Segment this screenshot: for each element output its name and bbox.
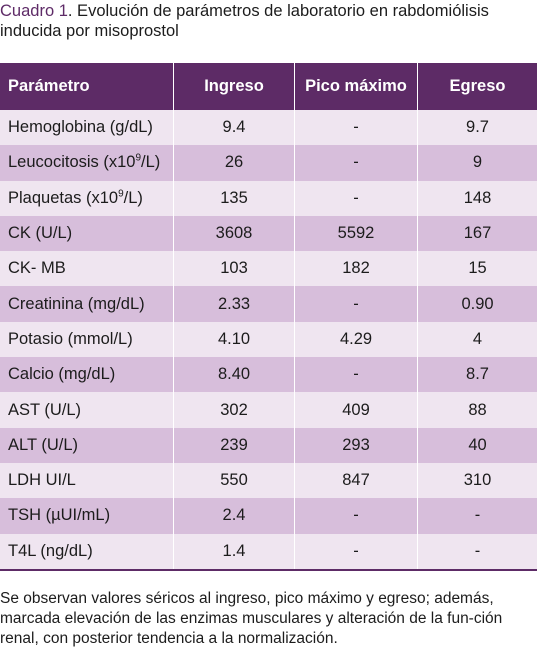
table-row: LDH UI/L 550 847 310 (0, 462, 537, 499)
cell-egreso: 0.90 (417, 286, 537, 322)
cell-parametro: Plaquetas (x109/L) (0, 180, 174, 216)
cell-parametro: Leucocitosis (x109/L) (0, 145, 174, 181)
cell-pico: 409 (294, 392, 418, 428)
cell-egreso: 40 (417, 427, 537, 463)
param-superscript: 9 (118, 188, 124, 200)
cell-ingreso: 2.33 (173, 286, 295, 322)
cell-ingreso: 135 (173, 180, 295, 216)
table-row: Plaquetas (x109/L) 135 - 148 (0, 180, 537, 216)
param-text: /L) (123, 188, 143, 207)
cell-pico: 293 (294, 427, 418, 463)
cell-parametro: LDH UI/L (0, 462, 174, 499)
cell-ingreso: 103 (173, 251, 295, 287)
param-text: Plaquetas (x10 (8, 188, 119, 207)
caption-text: . Evolución de parámetros de laboratorio… (0, 2, 489, 40)
caption-label: Cuadro 1 (0, 2, 68, 20)
lab-parameters-table: Parámetro Ingreso Pico máximo Egreso Hem… (0, 63, 537, 571)
cell-egreso: 310 (417, 462, 537, 499)
cell-pico: - (294, 145, 418, 181)
cell-ingreso: 9.4 (173, 110, 295, 146)
table-row: Hemoglobina (g/dL) 9.4 - 9.7 (0, 110, 537, 146)
cell-egreso: - (417, 533, 537, 571)
param-superscript: 9 (135, 152, 142, 164)
table-footnote: Se observan valores séricos al ingreso, … (0, 590, 503, 647)
cell-egreso: 8.7 (417, 357, 537, 393)
cell-parametro: Creatinina (mg/dL) (0, 286, 174, 322)
cell-parametro: TSH (µUI/mL) (0, 498, 174, 534)
cell-pico: 5592 (294, 215, 418, 252)
cell-ingreso: 8.40 (173, 357, 295, 393)
cell-egreso: 167 (417, 215, 537, 252)
cell-parametro: Hemoglobina (g/dL) (0, 110, 174, 146)
header-ingreso: Ingreso (173, 63, 295, 110)
cell-parametro: Potasio (mmol/L) (0, 321, 174, 358)
cell-parametro: T4L (ng/dL) (0, 533, 174, 571)
cell-ingreso: 4.10 (173, 321, 295, 358)
cell-pico: - (294, 533, 418, 571)
cell-egreso: 148 (417, 180, 537, 216)
cell-pico: - (294, 357, 418, 393)
table-row: CK (U/L) 3608 5592 167 (0, 215, 537, 252)
cell-parametro: AST (U/L) (0, 392, 174, 428)
header-egreso: Egreso (417, 63, 537, 110)
table-row: TSH (µUI/mL) 2.4 - - (0, 498, 537, 534)
table-header-row: Parámetro Ingreso Pico máximo Egreso (0, 63, 537, 110)
cell-ingreso: 2.4 (173, 498, 295, 534)
cell-egreso: 88 (417, 392, 537, 428)
cell-pico: - (294, 110, 418, 146)
cell-ingreso: 3608 (173, 215, 295, 252)
cell-ingreso: 302 (173, 392, 295, 428)
cell-ingreso: 550 (173, 462, 295, 499)
header-parametro: Parámetro (0, 63, 174, 110)
table-caption: Cuadro 1. Evolución de parámetros de lab… (0, 1, 537, 41)
cell-pico: 182 (294, 251, 418, 287)
table-row: CK- MB 103 182 15 (0, 251, 537, 287)
cell-ingreso: 1.4 (173, 533, 295, 571)
table-row: T4L (ng/dL) 1.4 - - (0, 533, 537, 571)
cell-pico: - (294, 180, 418, 216)
table-row: Creatinina (mg/dL) 2.33 - 0.90 (0, 286, 537, 322)
table-row: Potasio (mmol/L) 4.10 4.29 4 (0, 321, 537, 358)
cell-egreso: - (417, 498, 537, 534)
cell-parametro: CK (U/L) (0, 215, 174, 252)
param-text: Leucocitosis (x10 (8, 153, 136, 172)
table-row: Leucocitosis (x109/L) 26 - 9 (0, 145, 537, 181)
cell-egreso: 9 (417, 145, 537, 181)
cell-pico: 4.29 (294, 321, 418, 358)
cell-egreso: 4 (417, 321, 537, 358)
cell-pico: 847 (294, 462, 418, 499)
cell-parametro: Calcio (mg/dL) (0, 357, 174, 393)
cell-parametro: CK- MB (0, 251, 174, 287)
table-row: ALT (U/L) 239 293 40 (0, 427, 537, 463)
table-row: Calcio (mg/dL) 8.40 - 8.7 (0, 357, 537, 393)
cell-parametro: ALT (U/L) (0, 427, 174, 463)
cell-ingreso: 26 (173, 145, 295, 181)
cell-ingreso: 239 (173, 427, 295, 463)
cell-egreso: 9.7 (417, 110, 537, 146)
cell-egreso: 15 (417, 251, 537, 287)
param-text: /L) (141, 153, 161, 172)
header-pico-maximo: Pico máximo (294, 63, 418, 110)
cell-pico: - (294, 498, 418, 534)
table-row: AST (U/L) 302 409 88 (0, 392, 537, 428)
cell-pico: - (294, 286, 418, 322)
